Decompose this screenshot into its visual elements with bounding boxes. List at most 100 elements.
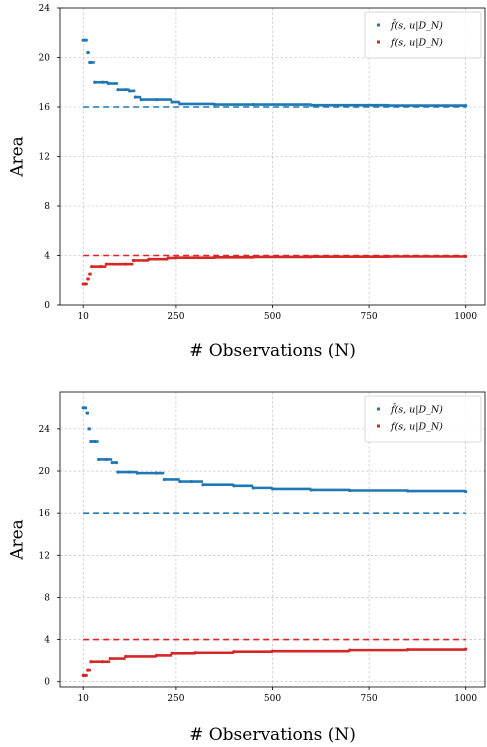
data-point — [87, 427, 91, 431]
data-point — [86, 277, 90, 281]
data-point — [309, 488, 313, 492]
x-tick-label: 1000 — [454, 694, 477, 704]
legend-marker — [377, 407, 380, 411]
data-point — [83, 38, 87, 42]
data-point — [89, 439, 93, 444]
data-point — [232, 650, 236, 654]
data-point — [104, 457, 108, 462]
y-tick-label: 24 — [39, 4, 51, 14]
data-point — [464, 647, 468, 651]
data-point — [348, 648, 352, 652]
x-tick-label: 750 — [360, 694, 377, 704]
data-point — [406, 489, 410, 493]
data-point — [89, 60, 93, 65]
data-point — [127, 470, 132, 474]
data-point — [154, 653, 159, 657]
data-point — [174, 256, 178, 260]
data-point — [189, 479, 193, 484]
legend-box — [364, 11, 482, 59]
chart-2: 10 250 500 750 1000 0 4 8 12 16 20 24 # Observatio… — [8, 391, 486, 745]
legend-marker — [377, 40, 380, 44]
data-point — [89, 660, 93, 664]
data-point — [83, 282, 87, 286]
data-point — [147, 257, 151, 261]
data-point — [97, 457, 101, 462]
y-tick-label: 12 — [39, 153, 50, 163]
x-tick-label: 10 — [77, 312, 89, 322]
data-point — [131, 258, 136, 263]
data-point — [139, 97, 143, 102]
data-point — [108, 656, 112, 661]
y-tick-label: 4 — [44, 636, 50, 646]
grid — [60, 392, 485, 687]
data-point — [88, 272, 92, 276]
y-tick-label: 8 — [44, 593, 50, 603]
y-tick-label: 12 — [39, 551, 50, 561]
y-tick-label: 20 — [39, 54, 51, 64]
data-point — [93, 80, 97, 84]
data-point — [201, 483, 205, 487]
legend-box — [364, 395, 482, 443]
data-point — [116, 88, 120, 92]
data-point — [170, 100, 174, 104]
data-point — [124, 88, 128, 92]
x-axis-label: # Observations (N) — [189, 341, 356, 361]
x-tick-label: 750 — [360, 312, 377, 322]
x-tick-label: 250 — [167, 694, 184, 704]
data-point — [406, 647, 410, 652]
series-layer — [81, 406, 468, 678]
data-point — [212, 102, 217, 107]
data-point — [309, 103, 313, 107]
y-tick-label: 24 — [39, 425, 51, 435]
data-point — [348, 488, 352, 493]
x-tick-label: 250 — [167, 312, 184, 322]
data-point — [83, 406, 87, 410]
y-tick-label: 0 — [44, 678, 50, 688]
data-point — [114, 460, 118, 465]
data-point — [270, 649, 275, 653]
x-tick-label: 1000 — [454, 312, 477, 322]
x-tick-label: 500 — [264, 694, 281, 704]
data-point — [178, 102, 182, 106]
data-point — [193, 651, 197, 655]
x-tick-label: 500 — [264, 312, 281, 322]
legend-label: f(s, u|D_N) — [390, 38, 443, 49]
data-point — [100, 660, 105, 664]
data-point — [464, 489, 468, 494]
y-ticks: 0 4 8 12 16 20 24 — [39, 4, 60, 311]
data-point — [309, 255, 313, 259]
data-point — [251, 486, 255, 490]
x-ticks: 10 250 500 750 1000 — [77, 305, 477, 322]
data-point — [100, 80, 105, 84]
legend-label: f̄(s, u|D_N) — [390, 19, 443, 31]
y-tick-label: 8 — [44, 202, 50, 212]
data-point — [232, 484, 236, 488]
x-tick-label: 10 — [77, 694, 89, 704]
y-axis-label: Area — [8, 519, 28, 561]
data-point — [170, 651, 174, 655]
y-tick-label: 16 — [39, 103, 51, 113]
data-point — [135, 471, 139, 475]
data-point — [154, 471, 159, 475]
data-point — [86, 50, 90, 55]
legend-label: f̄(s, u|D_N) — [390, 403, 443, 415]
data-point — [251, 102, 255, 107]
y-axis-label: Area — [8, 136, 28, 178]
x-axis-label: # Observations (N) — [189, 725, 356, 745]
chart-1: 10 250 500 750 1000 0 4 8 12 16 20 24 # Observatio… — [8, 4, 486, 361]
data-point — [83, 673, 87, 678]
legend-marker — [377, 23, 380, 27]
data-point — [178, 479, 182, 484]
data-point — [90, 265, 94, 269]
data-point — [98, 265, 103, 269]
y-tick-label: 16 — [39, 509, 51, 519]
data-point — [110, 460, 114, 465]
data-point — [124, 654, 128, 659]
y-tick-label: 20 — [39, 467, 51, 477]
data-point — [127, 89, 132, 93]
y-ticks: 0 4 8 12 16 20 24 — [39, 425, 60, 688]
legend: f̄(s, u|D_N) f(s, u|D_N) — [364, 11, 482, 59]
data-point — [93, 439, 97, 444]
legend-label: f(s, u|D_N) — [390, 422, 443, 433]
